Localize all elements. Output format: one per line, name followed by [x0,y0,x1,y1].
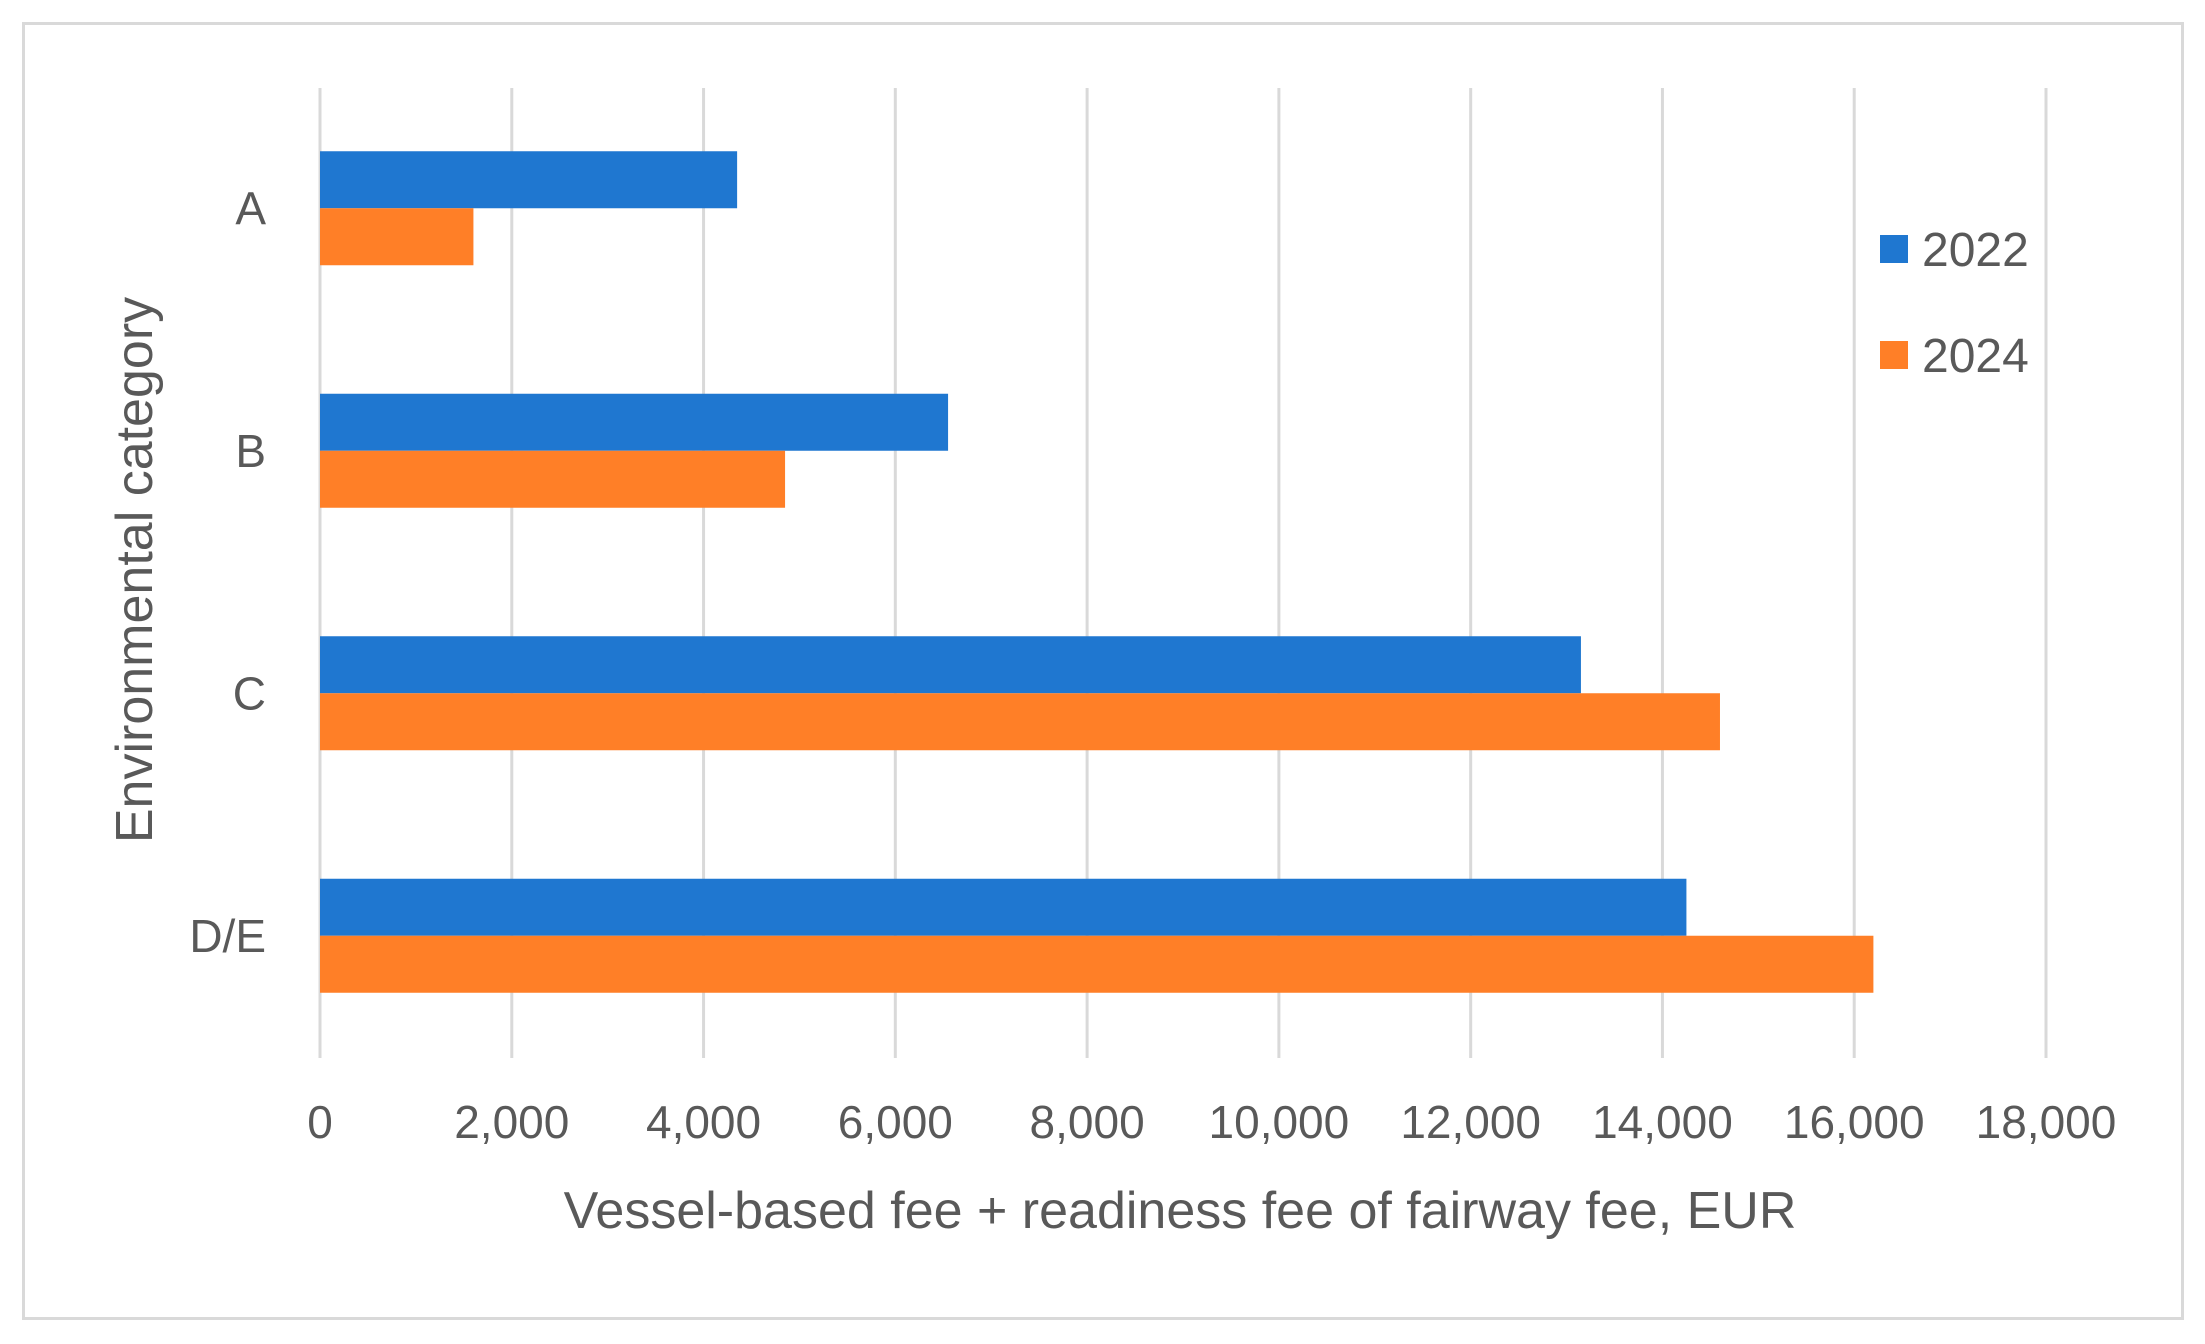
x-tick-label: 18,000 [1976,1096,2117,1148]
category-label: B [235,425,266,477]
x-tick-label: 0 [307,1096,333,1148]
category-labels: A B C D/E [189,182,266,962]
bars [320,151,1874,993]
category-label: A [235,182,266,234]
x-tick-label: 6,000 [838,1096,953,1148]
bar-d-e-2024 [320,935,1874,993]
legend: 2022 2024 [1880,224,2029,383]
x-tick-label: 14,000 [1592,1096,1733,1148]
legend-label-2024: 2024 [1922,330,2029,383]
bar-c-2024 [320,693,1720,751]
bar-b-2022 [320,393,949,451]
x-tick-label: 16,000 [1784,1096,1925,1148]
x-tick-labels: 0 2,000 4,000 6,000 8,000 10,000 12,000 14,000 1… [307,1096,2116,1148]
legend-label-2022: 2022 [1922,224,2029,277]
x-tick-label: 12,000 [1400,1096,1541,1148]
bar-c-2022 [320,636,1581,694]
legend-swatch-2022 [1880,235,1908,263]
x-tick-label: 4,000 [646,1096,761,1148]
bar-d-e-2022 [320,878,1687,936]
x-axis-title: Vessel-based fee + readiness fee of fair… [564,1182,1797,1240]
x-tick-label: 2,000 [454,1096,569,1148]
category-label: D/E [189,910,266,962]
x-tick-label: 10,000 [1209,1096,1350,1148]
legend-swatch-2024 [1880,341,1908,369]
bar-a-2022 [320,151,738,209]
bar-b-2024 [320,450,786,508]
category-label: C [233,667,266,719]
bar-a-2024 [320,208,474,266]
y-axis-title: Environmental category [106,297,164,843]
x-tick-label: 8,000 [1030,1096,1145,1148]
